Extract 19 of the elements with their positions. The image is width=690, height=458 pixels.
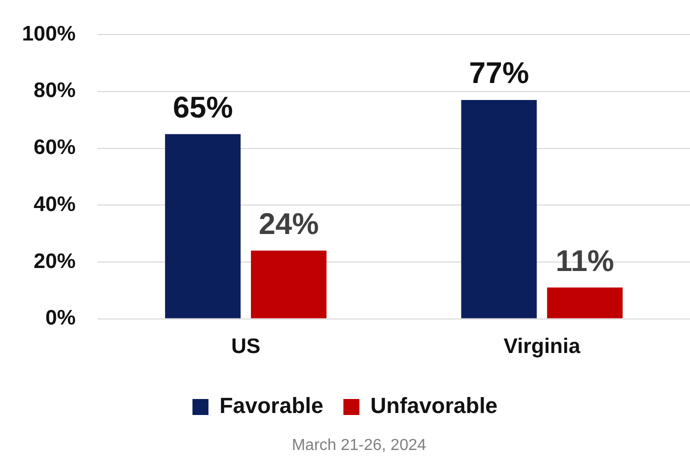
text: March 21-26, 2024 [292, 437, 426, 454]
data-label: 77% [468, 57, 530, 90]
data-label: 11% [556, 244, 614, 278]
legend-label: Favorable [219, 393, 324, 418]
x-tick-label: Virginia [504, 335, 581, 358]
bar [461, 100, 537, 318]
y-tick-label: 80% [34, 79, 76, 102]
x-tick-label: US [231, 335, 260, 358]
y-tick-label: 20% [34, 250, 76, 273]
bar [547, 288, 623, 318]
legend-label: Unfavorable [370, 393, 498, 418]
data-label: 24% [258, 208, 319, 241]
data-label: 65% [172, 91, 233, 124]
y-tick-label: 60% [34, 136, 76, 160]
bar [165, 134, 241, 318]
y-tick-label: 0% [45, 306, 76, 330]
y-tick-label: 40% [34, 192, 76, 216]
y-tick-label: 100% [22, 22, 76, 46]
bar [250, 250, 327, 318]
